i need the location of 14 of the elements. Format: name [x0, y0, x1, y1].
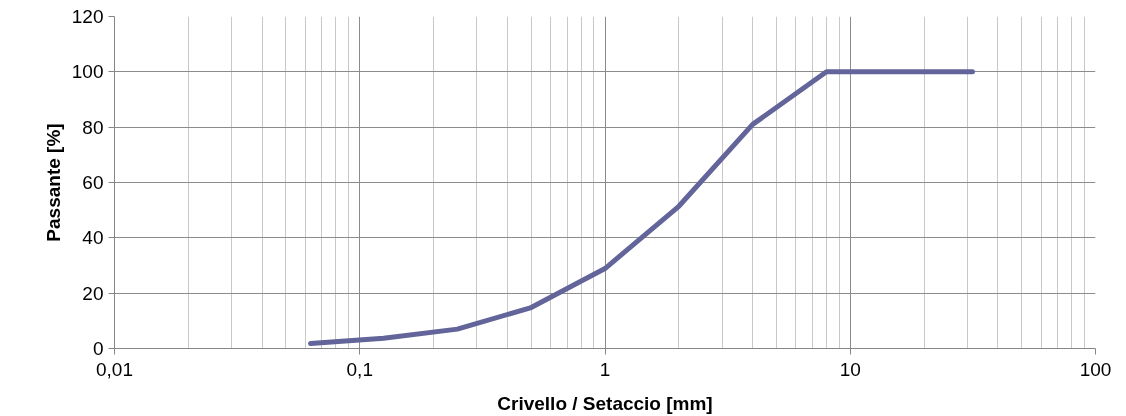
x-axis-title: Crivello / Setaccio [mm] — [497, 392, 713, 414]
y-tick-label: 40 — [82, 227, 104, 249]
y-tick-label: 120 — [71, 6, 104, 27]
x-tick-label: 10 — [839, 358, 861, 380]
x-tick-label: 100 — [1079, 358, 1112, 380]
y-tick-label: 60 — [82, 172, 104, 193]
y-tick-label: 80 — [82, 116, 104, 138]
x-tick-label: 0,1 — [346, 358, 373, 380]
y-axis-title: Passante [%] — [42, 123, 64, 242]
y-tick-label: 0 — [92, 338, 104, 359]
x-tick-label: 1 — [599, 358, 611, 380]
y-tick-label: 20 — [82, 282, 104, 304]
x-tick-label: 0,01 — [96, 358, 133, 380]
y-tick-label: 100 — [71, 61, 104, 83]
